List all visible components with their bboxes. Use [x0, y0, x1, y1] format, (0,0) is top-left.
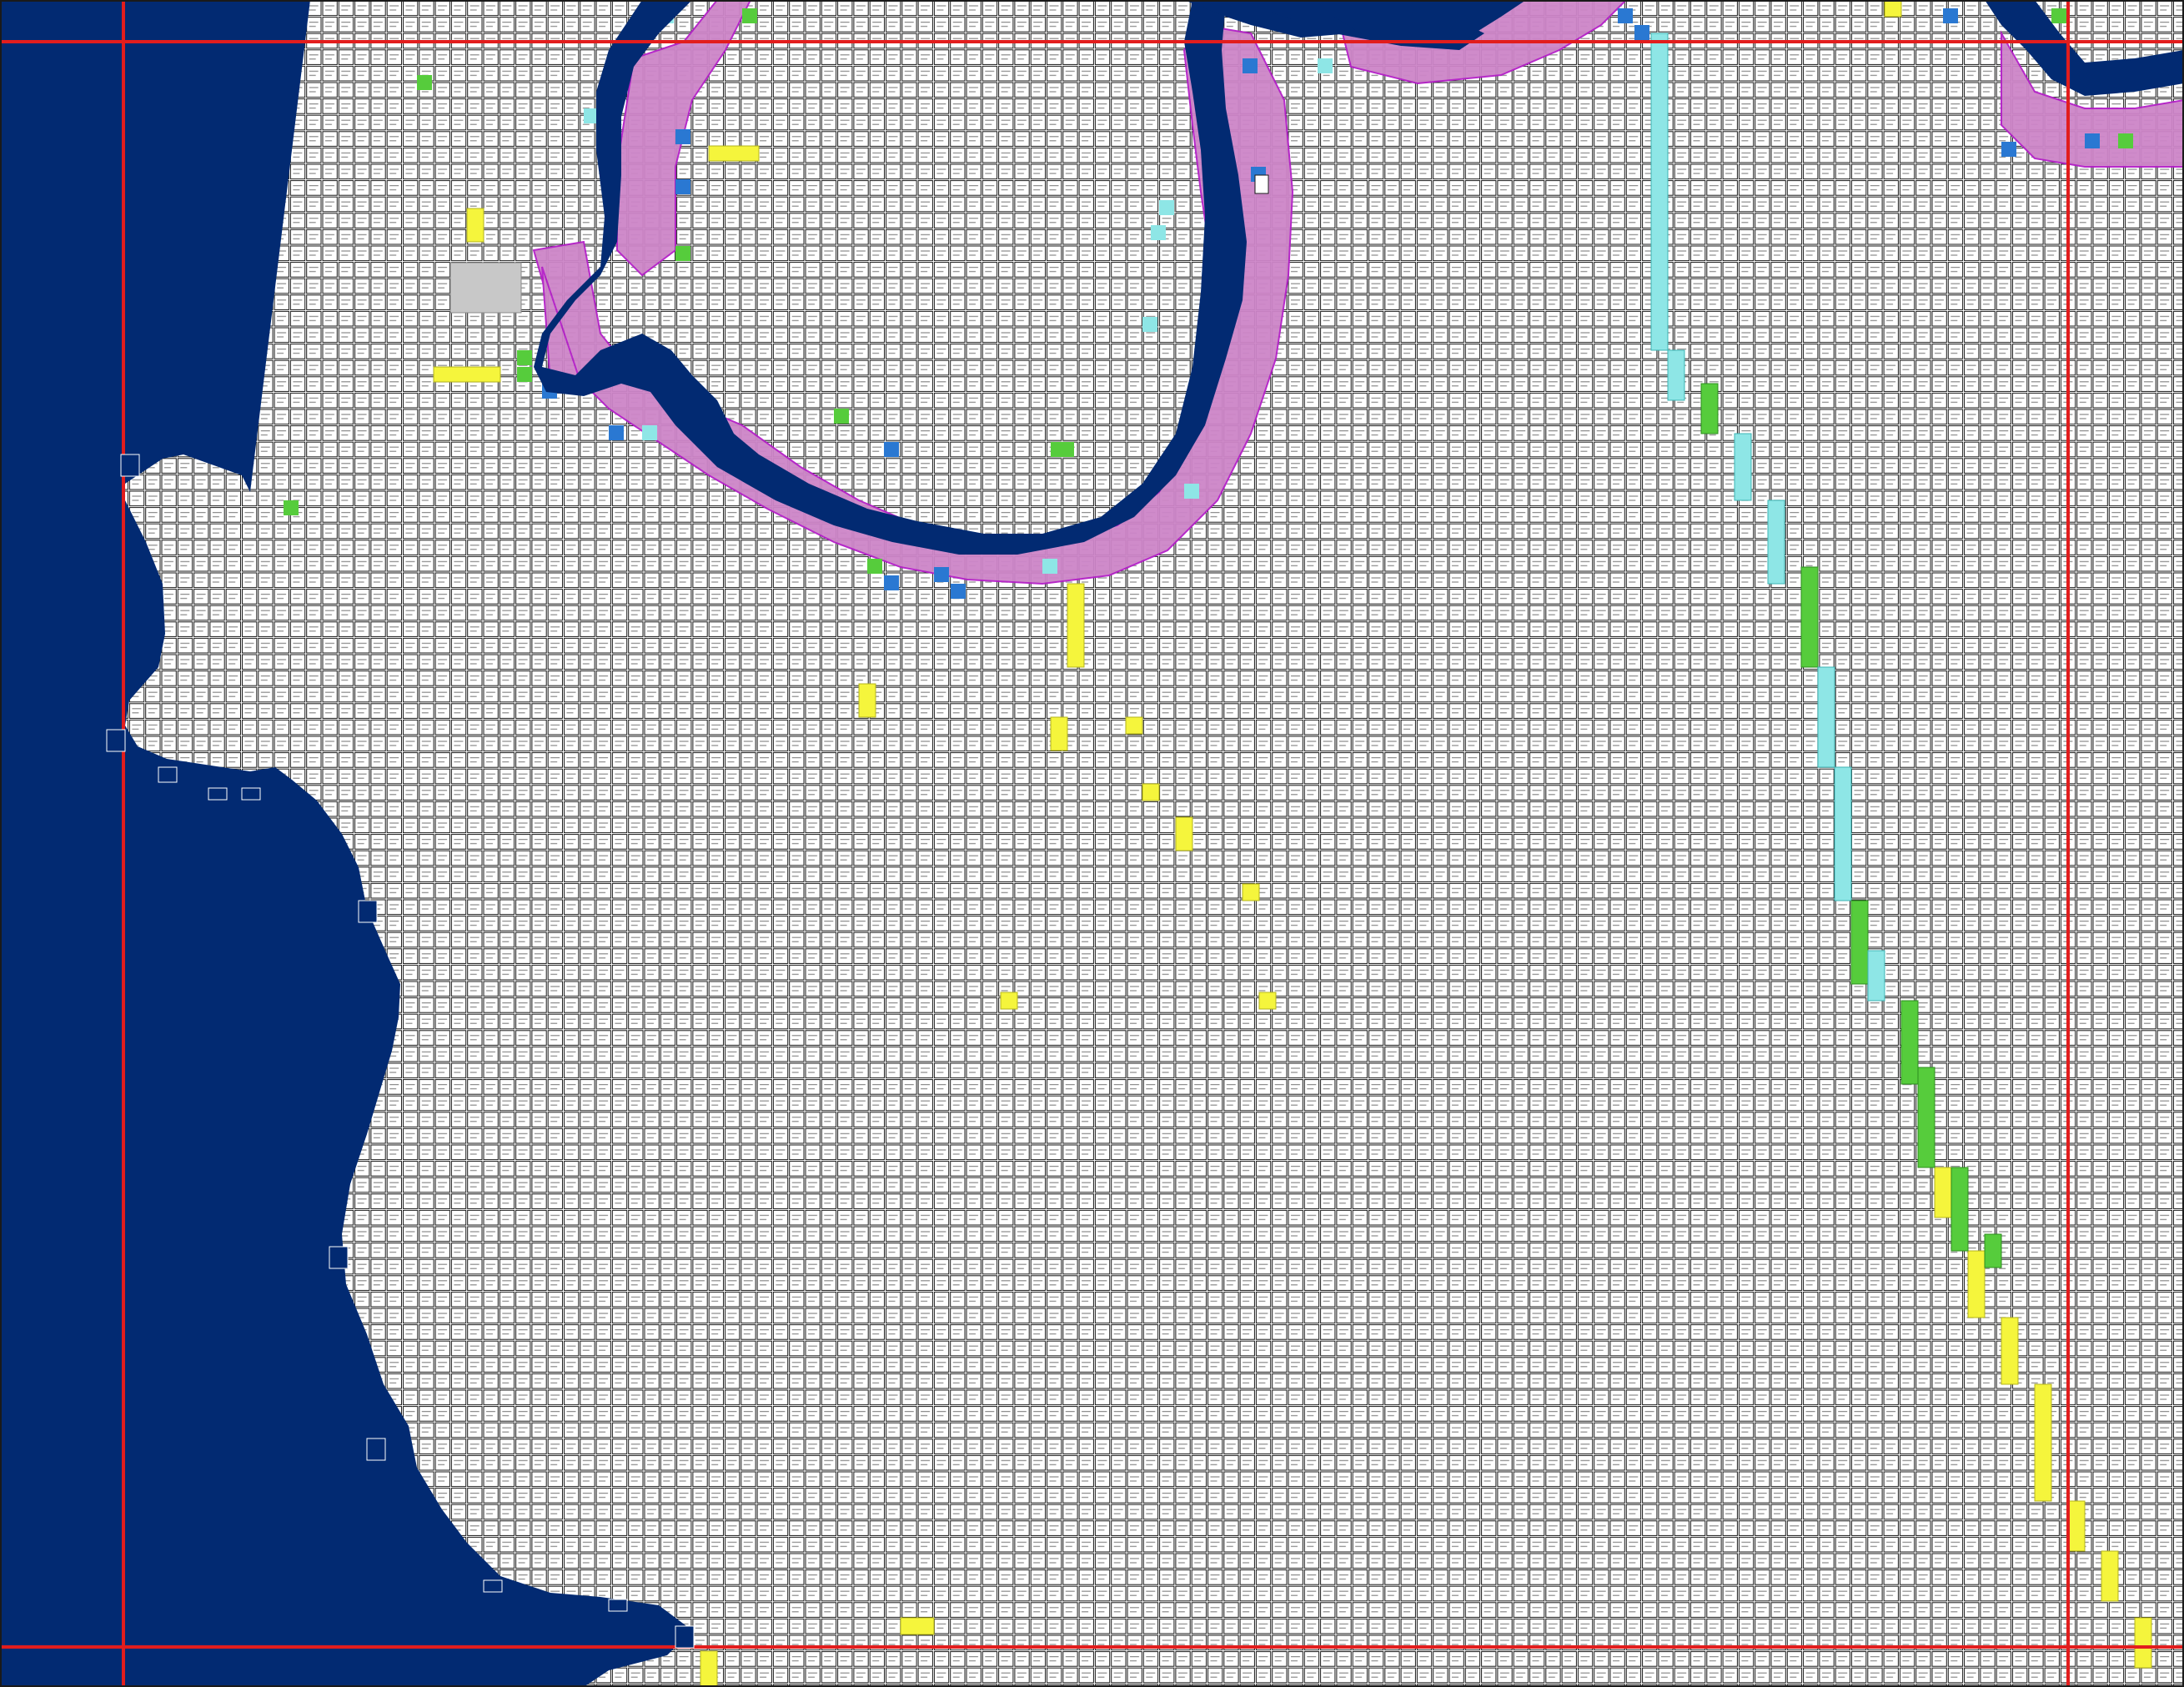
gray-block	[449, 262, 522, 314]
sensor-highlight-cells	[433, 0, 2152, 1687]
coastal-markers	[106, 454, 695, 1649]
bridge-gap	[1254, 174, 1269, 194]
left-sea	[0, 0, 692, 1687]
rivers	[534, 0, 2184, 555]
stream-trail-cells	[1650, 33, 2002, 1268]
river-sensor-cells	[284, 0, 2133, 599]
